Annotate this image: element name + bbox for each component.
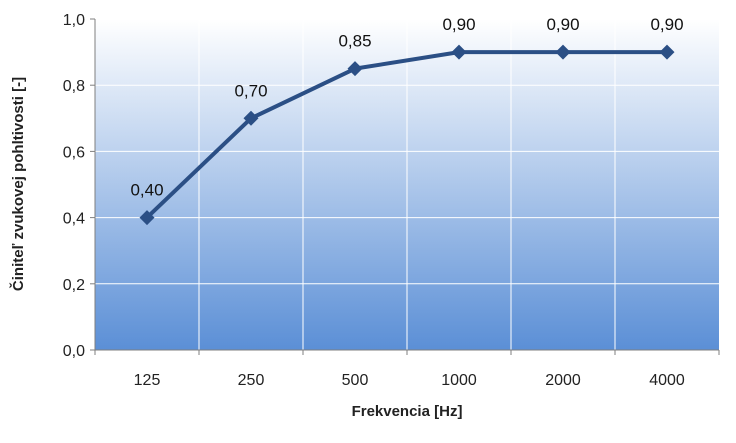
data-point-marker [139,210,155,226]
y-tick-label: 1,0 [63,12,85,29]
y-axis-title: Činiteľ zvukovej pohltivosti [-] [9,77,27,291]
y-tick-label: 0,0 [63,343,85,360]
x-tick-label: 2000 [545,372,581,389]
axes: 0,0 0,2 0,4 0,6 0,8 1,0 125 250 500 1000 2000 4000 [63,12,720,389]
x-tick-label: 250 [238,372,265,389]
x-tick-label: 500 [342,372,369,389]
data-label: 0,90 [442,15,475,34]
x-tick-label: 4000 [649,372,685,389]
x-tick-label: 125 [134,372,161,389]
data-point-marker [555,44,571,60]
y-tick-label: 0,2 [63,277,85,294]
y-tick-label: 0,8 [63,78,85,95]
data-label: 0,90 [546,15,579,34]
x-tick-label: 1000 [441,372,477,389]
data-point-marker [659,44,675,60]
series [139,44,675,226]
y-tick-label: 0,6 [63,144,85,161]
data-point-marker [451,44,467,60]
grid [95,18,719,350]
series-line [145,50,667,220]
data-point-marker [347,61,363,77]
data-label: 0,90 [650,15,683,34]
y-tick-label: 0,4 [63,211,85,228]
data-label: 0,40 [130,181,163,200]
data-label: 0,85 [338,32,371,51]
x-axis-title: Frekvencia [Hz] [352,403,463,420]
data-label: 0,70 [234,81,267,100]
data-labels: 0,40 0,70 0,85 0,90 0,90 0,90 [130,15,683,200]
data-point-marker [243,110,259,126]
